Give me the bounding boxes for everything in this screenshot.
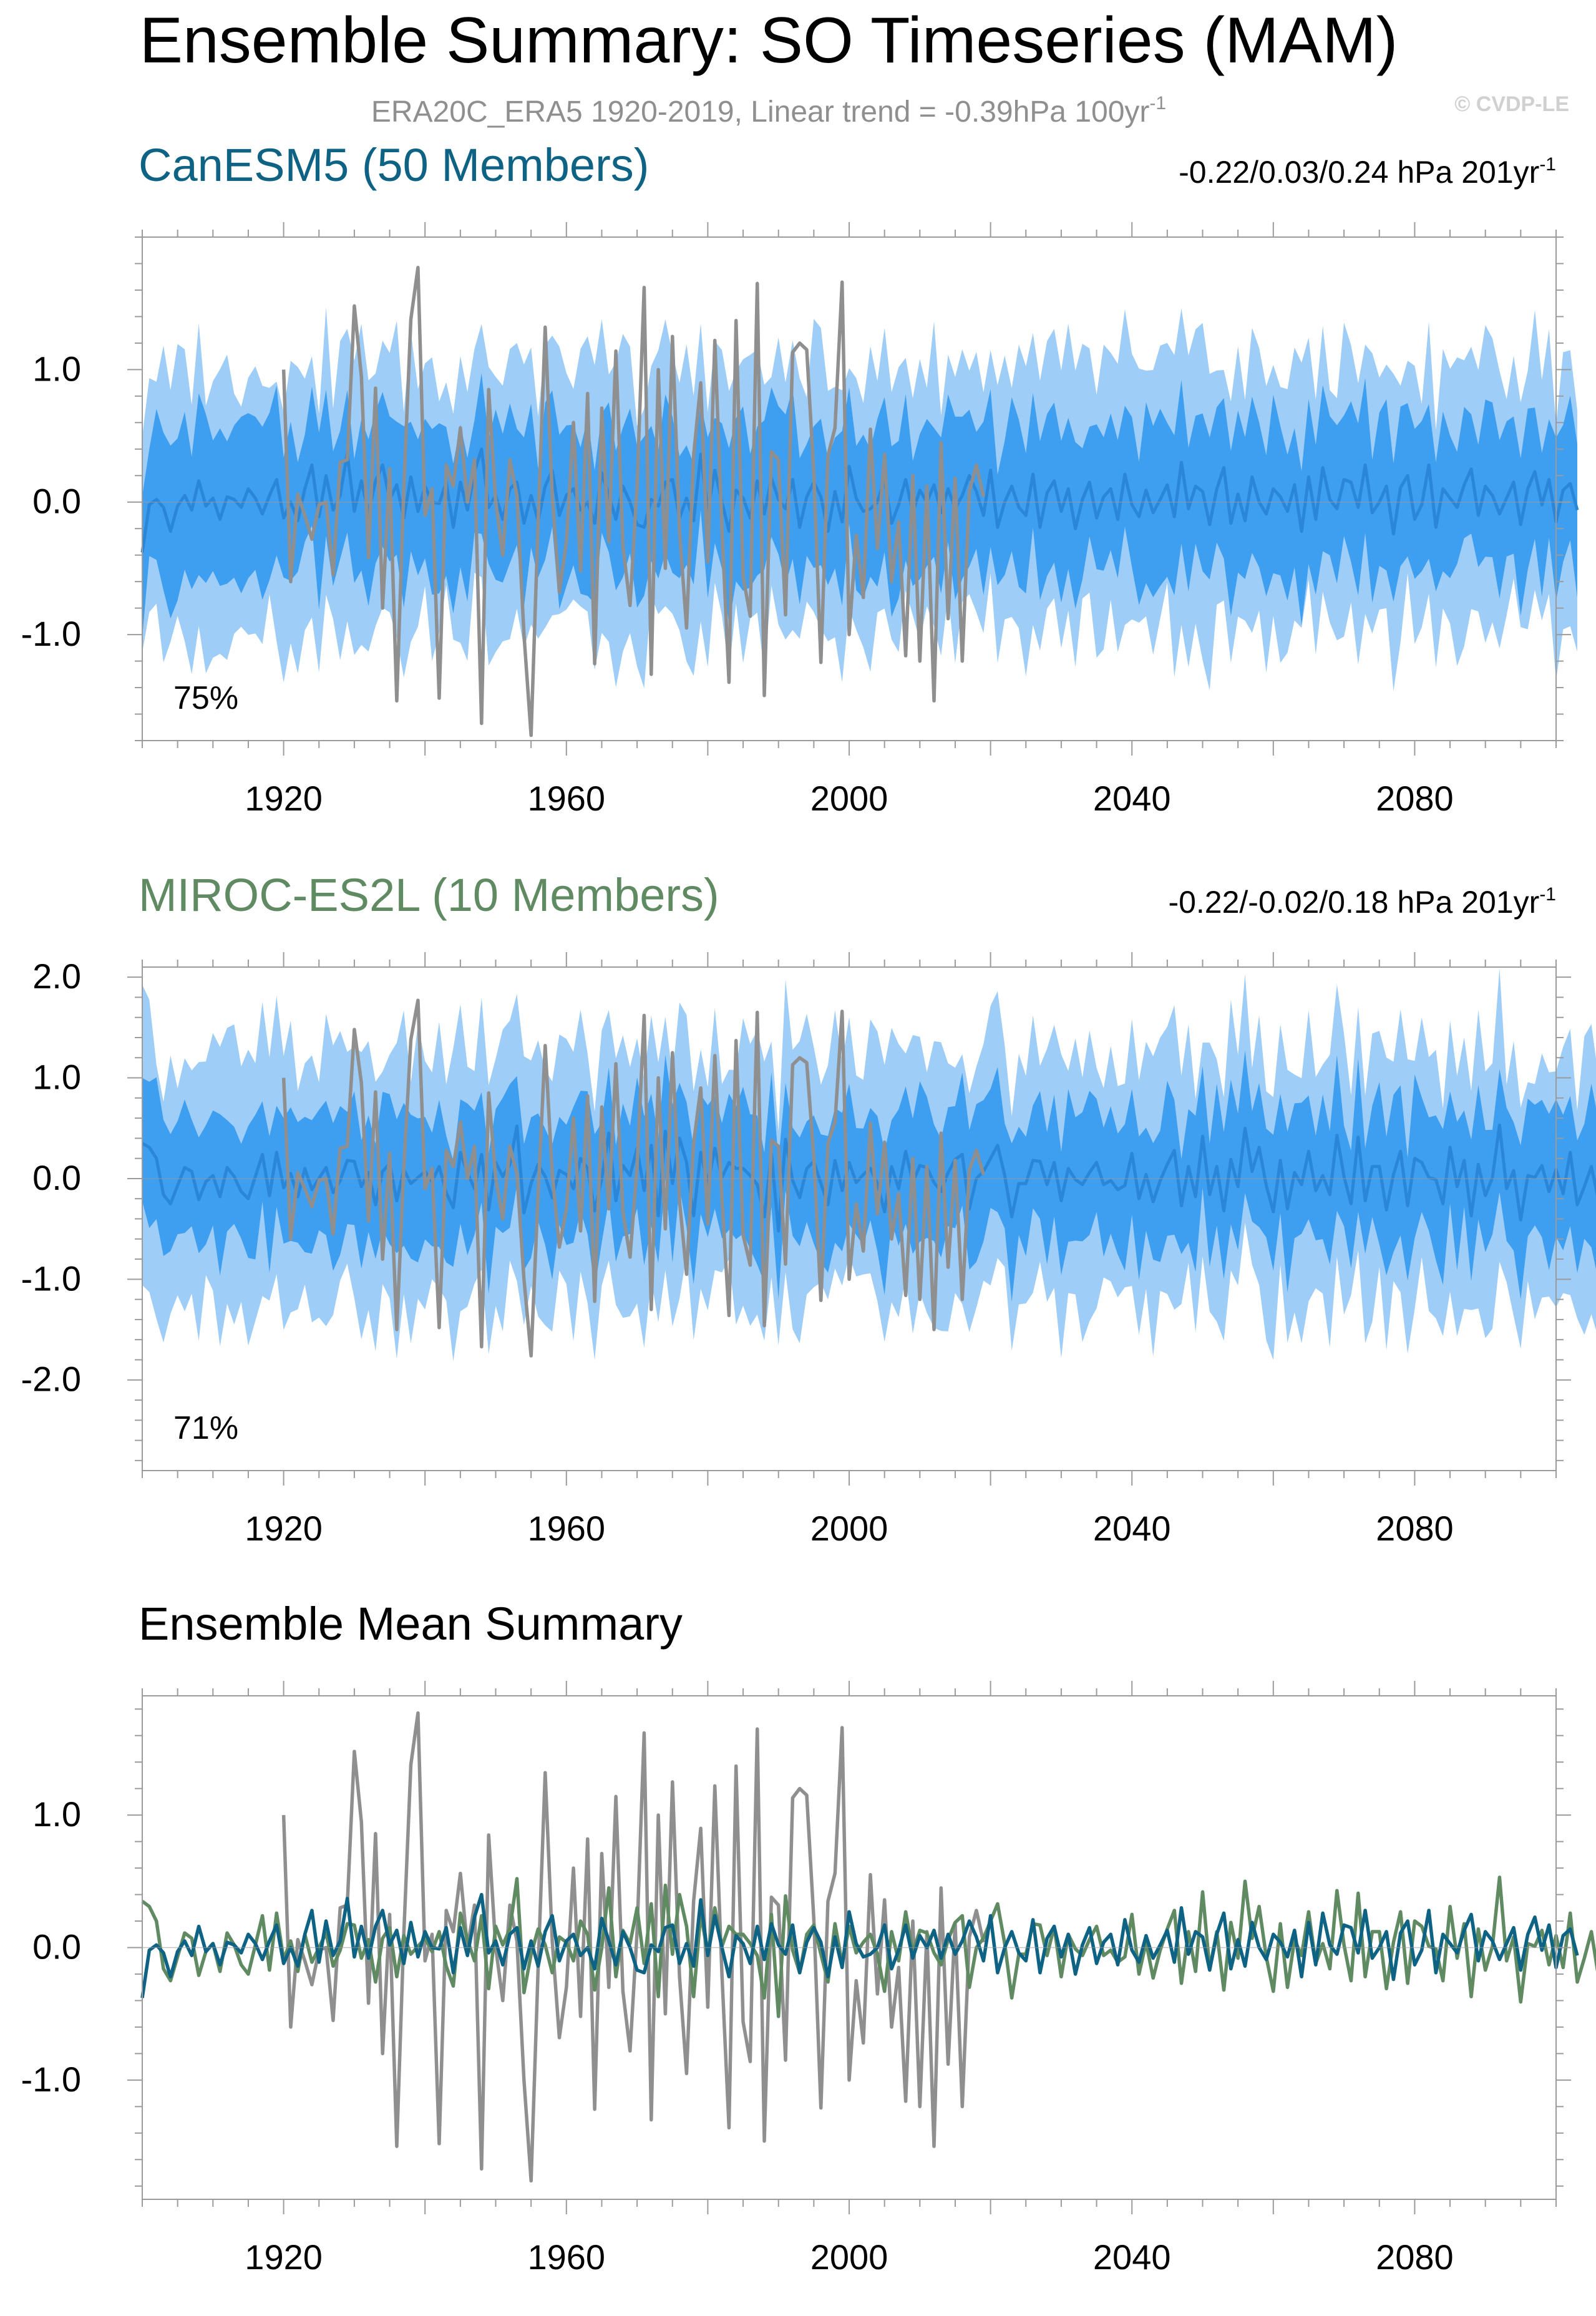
y-tick-label: -2.0 xyxy=(21,1360,82,1399)
y-tick-label: 0.0 xyxy=(32,1158,81,1197)
y-tick-label: 0.0 xyxy=(32,1927,81,1967)
trend-sup-miroc: -1 xyxy=(1539,884,1556,905)
y-tick-label: -1.0 xyxy=(21,614,82,653)
trend-sup-canesm5: -1 xyxy=(1539,154,1556,175)
x-tick-label: 2000 xyxy=(810,1509,888,1548)
x-tick-label: 2040 xyxy=(1093,2237,1171,2277)
y-tick-label: -1.0 xyxy=(21,2060,82,2099)
x-tick-label: 2040 xyxy=(1093,1509,1171,1548)
credit-label: © CVDP-LE xyxy=(1454,92,1569,116)
y-tick-label: 1.0 xyxy=(32,349,81,388)
panel-title-canesm5: CanESM5 (50 Members) xyxy=(139,139,649,191)
x-tick-label: 1960 xyxy=(528,2237,606,2277)
x-tick-label: 2040 xyxy=(1093,779,1171,818)
x-tick-label: 1920 xyxy=(245,779,323,818)
y-tick-label: 1.0 xyxy=(32,1058,81,1097)
trend-text-canesm5: -0.22/0.03/0.24 hPa 201yr-1 xyxy=(1179,154,1556,190)
trend-text-miroc: -0.22/-0.02/0.18 hPa 201yr-1 xyxy=(1168,884,1556,920)
y-tick-label: 2.0 xyxy=(32,956,81,996)
x-tick-label: 1960 xyxy=(528,779,606,818)
x-tick-label: 2080 xyxy=(1376,779,1454,818)
x-tick-label: 2000 xyxy=(810,2237,888,2277)
panel-title-miroc: MIROC-ES2L (10 Members) xyxy=(139,869,719,921)
x-tick-label: 2080 xyxy=(1376,1509,1454,1548)
x-tick-label: 2080 xyxy=(1376,2237,1454,2277)
x-tick-label: 1920 xyxy=(245,2237,323,2277)
panel-title-mean: Ensemble Mean Summary xyxy=(139,1598,683,1650)
x-tick-label: 1960 xyxy=(528,1509,606,1548)
figure-title: Ensemble Summary: SO Timeseries (MAM) xyxy=(140,4,1398,77)
subtitle-superscript: -1 xyxy=(1149,93,1166,114)
x-tick-label: 2000 xyxy=(810,779,888,818)
subtitle-main: ERA20C_ERA5 1920-2019, Linear trend = -0… xyxy=(371,95,1150,129)
y-tick-label: -1.0 xyxy=(21,1258,82,1298)
x-tick-label: 1920 xyxy=(245,1509,323,1548)
trend-main-canesm5: -0.22/0.03/0.24 hPa 201yr xyxy=(1179,155,1539,190)
percent-label-miroc: 71% xyxy=(173,1410,238,1446)
y-tick-label: 1.0 xyxy=(32,1794,81,1834)
trend-main-miroc: -0.22/-0.02/0.18 hPa 201yr xyxy=(1168,885,1539,920)
figure-subtitle: ERA20C_ERA5 1920-2019, Linear trend = -0… xyxy=(371,93,1166,129)
y-tick-label: 0.0 xyxy=(32,482,81,521)
percent-label-canesm5: 75% xyxy=(173,680,238,716)
